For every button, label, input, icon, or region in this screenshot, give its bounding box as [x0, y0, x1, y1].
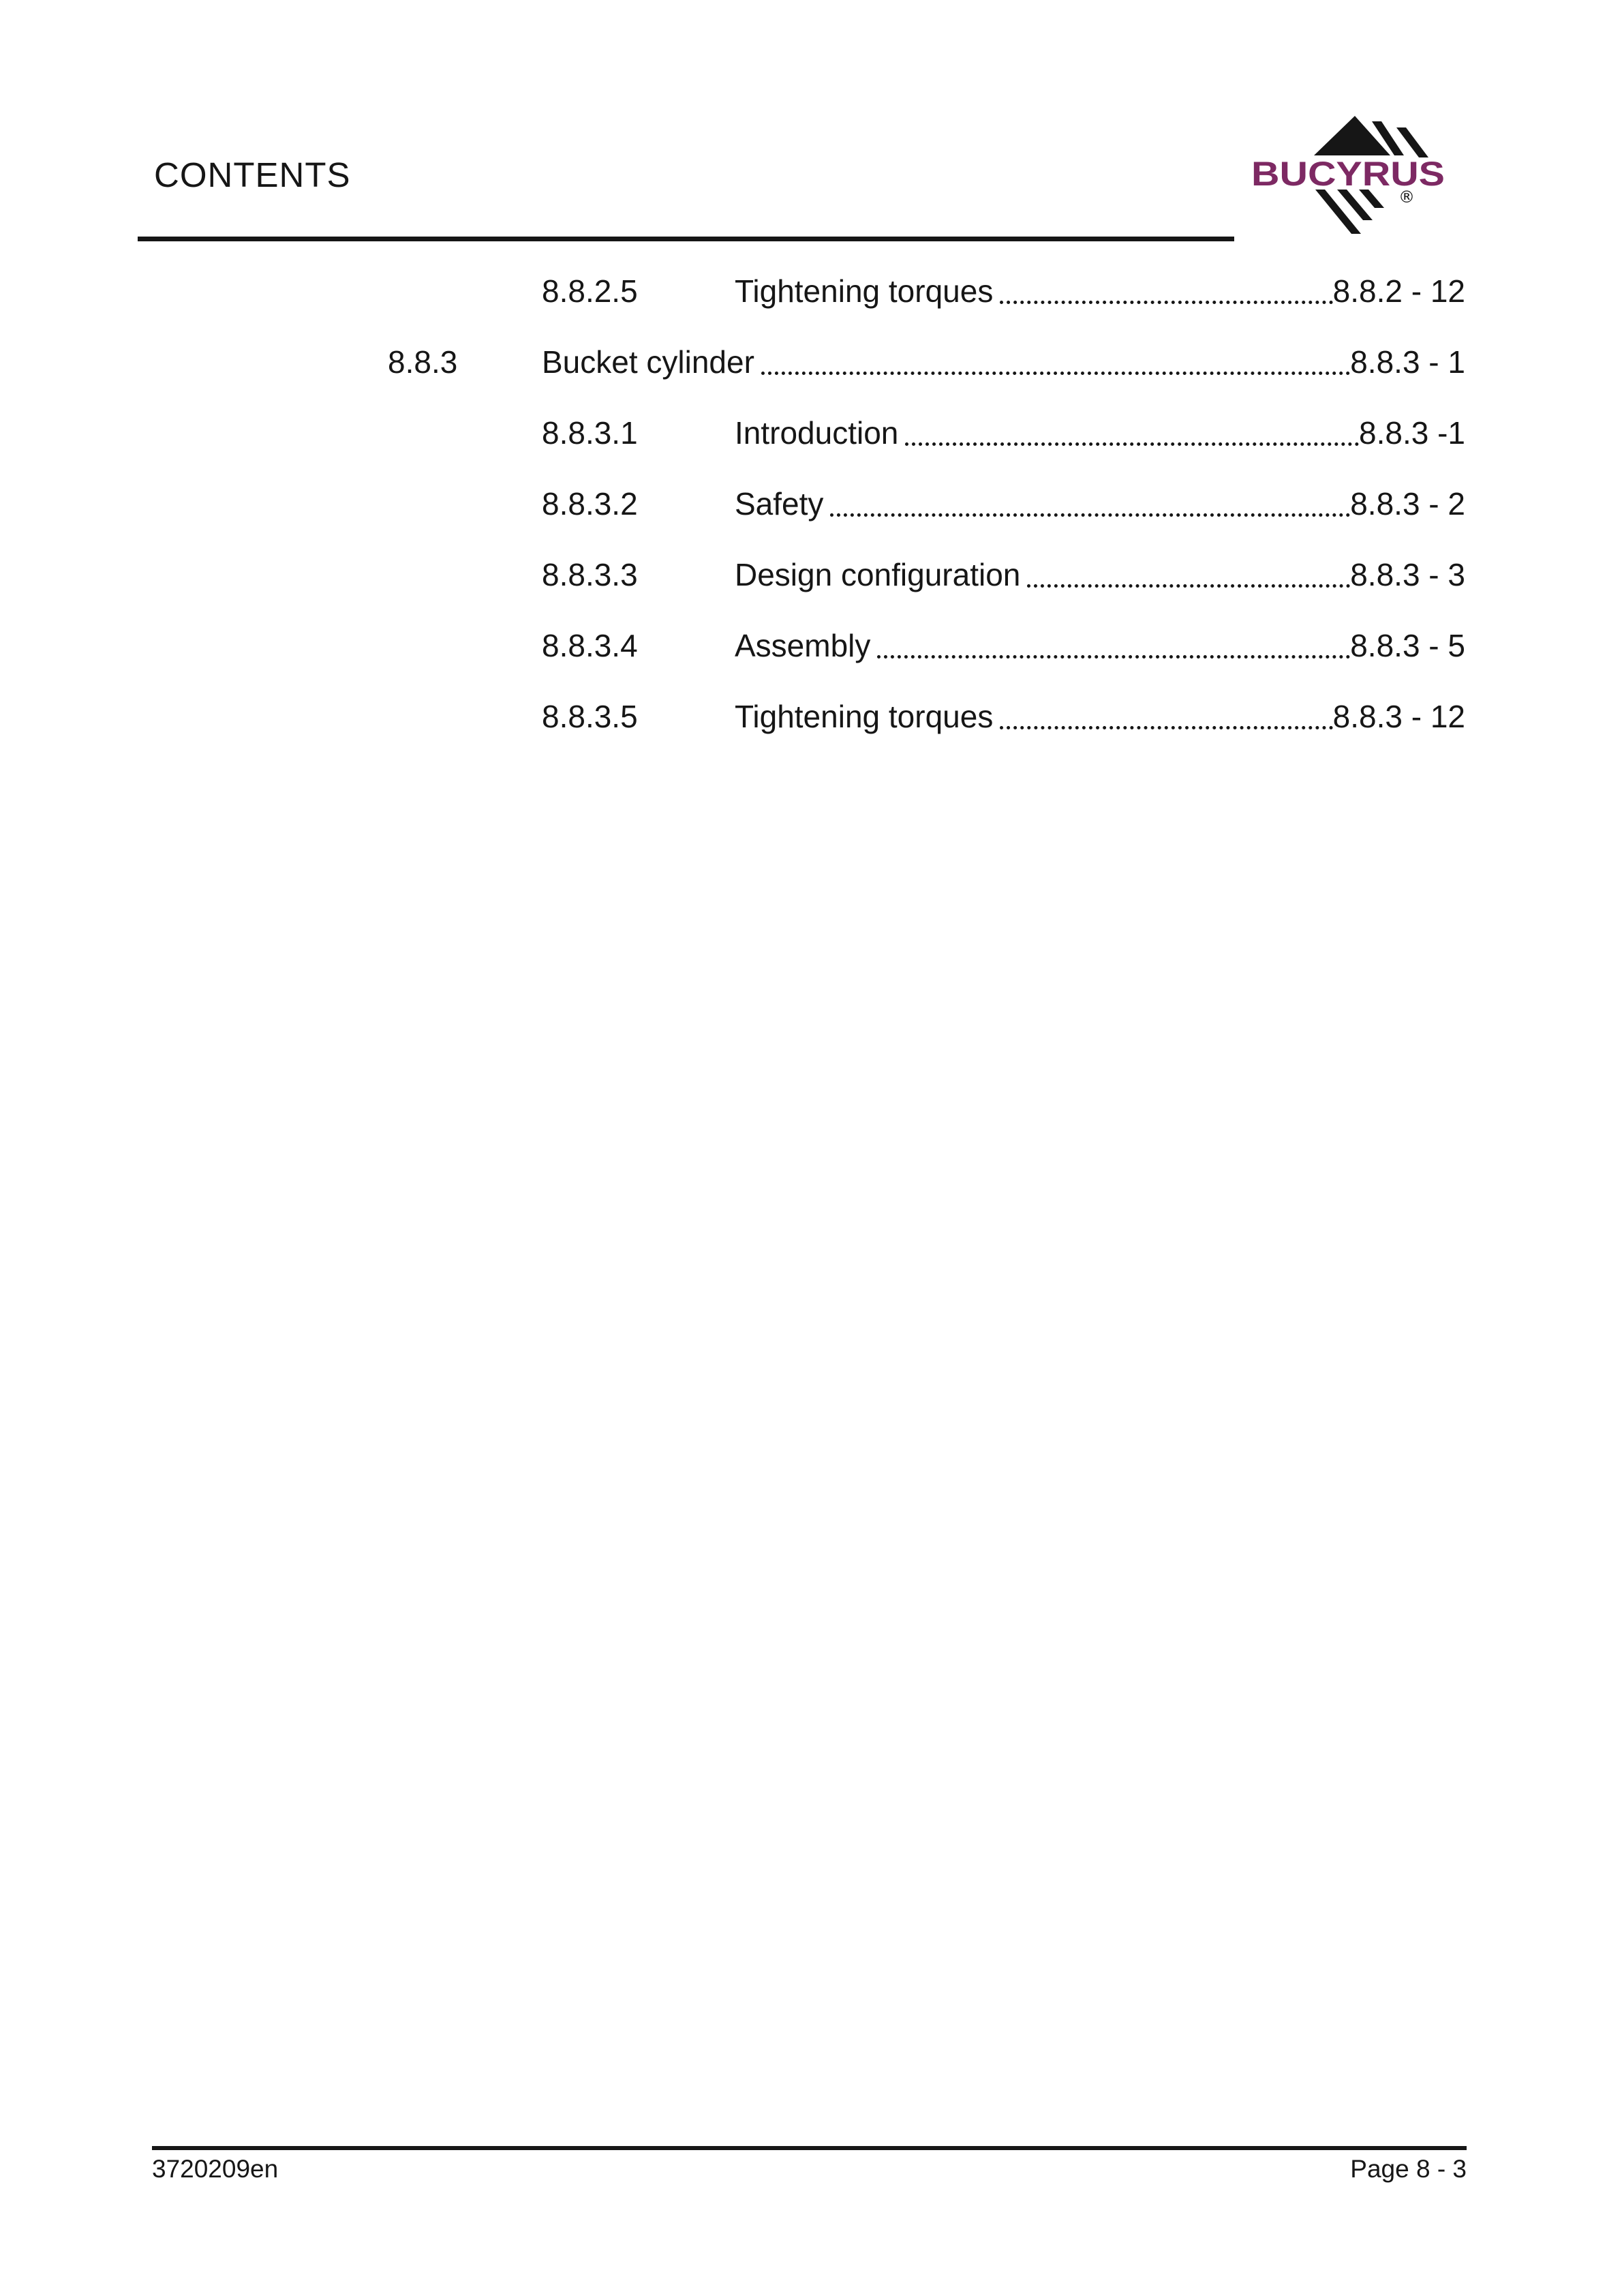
toc-entry-number: 8.8.2.5 [542, 273, 638, 309]
dot-leader [905, 442, 1359, 446]
registered-trademark-icon: ® [1398, 187, 1415, 207]
footer: 3720209en Page 8 - 3 [152, 2154, 1467, 2184]
logo-wordmark: BUCYRUS [1251, 155, 1445, 193]
logo-top-stripe-icon [1372, 121, 1404, 155]
toc-entry-number: 8.8.3.1 [542, 415, 638, 451]
toc-entry-page: 8.8.3 - 1 [1350, 344, 1465, 380]
logo-bottom-stripe-icon [1359, 190, 1384, 208]
logo-mountain-icon [1314, 116, 1390, 155]
toc-entry: 8.8.3.5 Tightening torques 8.8.3 - 12 [388, 697, 1465, 736]
dot-leader [761, 372, 1351, 375]
logo-bottom-stripe-icon [1337, 190, 1373, 220]
footer-rule [152, 2146, 1467, 2150]
toc-entry-page: 8.8.3 - 5 [1350, 628, 1465, 663]
toc-entry-title: Tightening torques [735, 699, 994, 734]
toc-entry: 8.8.3 Bucket cylinder 8.8.3 - 1 [388, 343, 1465, 381]
toc-entry: 8.8.3.3 Design configuration 8.8.3 - 3 [388, 556, 1465, 594]
toc-entry-title: Safety [735, 486, 824, 522]
toc-entry-page: 8.8.3 - 12 [1332, 699, 1465, 734]
page-title: CONTENTS [154, 155, 351, 194]
dot-leader [1000, 726, 1333, 729]
toc-entry-title: Design configuration [735, 557, 1021, 592]
toc-entry-number: 8.8.3.2 [542, 486, 638, 522]
toc-entry-page: 8.8.3 -1 [1359, 415, 1465, 451]
toc-entry: 8.8.3.1 Introduction 8.8.3 -1 [388, 414, 1465, 452]
toc-entry: 8.8.3.2 Safety 8.8.3 - 2 [388, 485, 1465, 523]
toc-entry-page: 8.8.2 - 12 [1332, 273, 1465, 309]
toc-entry-number: 8.8.3 [388, 344, 458, 380]
page-number-label: Page 8 - 3 [1350, 2155, 1467, 2183]
toc-entry-number: 8.8.3.3 [542, 557, 638, 592]
toc-entry-number: 8.8.3.4 [542, 628, 638, 663]
dot-leader [877, 655, 1351, 659]
header-rule [138, 237, 1234, 241]
dot-leader [1027, 584, 1351, 588]
toc-entry: 8.8.2.5 Tightening torques 8.8.2 - 12 [388, 272, 1465, 310]
toc-entry-page: 8.8.3 - 3 [1350, 557, 1465, 592]
dot-leader [1000, 301, 1333, 304]
logo-top-stripe-icon [1396, 127, 1428, 157]
document-number: 3720209en [152, 2155, 279, 2183]
logo-bottom-stripe-icon [1315, 190, 1361, 234]
toc-entry-title: Tightening torques [735, 273, 994, 309]
toc-entry-title: Introduction [735, 415, 899, 451]
toc-entry-title: Bucket cylinder [542, 344, 754, 380]
toc-entry-page: 8.8.3 - 2 [1350, 486, 1465, 522]
bucyrus-logo: BUCYRUS ® [1251, 116, 1445, 234]
toc-entry: 8.8.3.4 Assembly 8.8.3 - 5 [388, 626, 1465, 665]
toc-entry-title: Assembly [735, 628, 871, 663]
dot-leader [830, 513, 1351, 517]
toc-entry-number: 8.8.3.5 [542, 699, 638, 734]
